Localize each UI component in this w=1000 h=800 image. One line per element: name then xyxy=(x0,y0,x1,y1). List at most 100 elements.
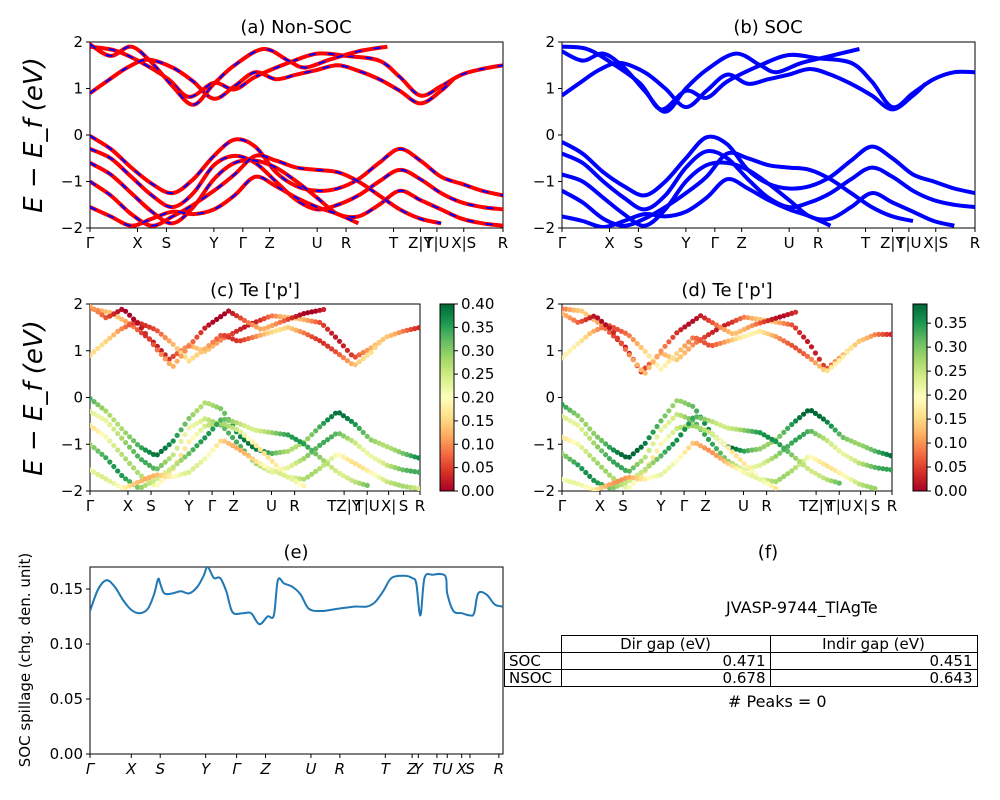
y-tick-label: 1 xyxy=(545,80,555,98)
projection-point xyxy=(198,459,204,465)
projection-point xyxy=(111,332,117,338)
projection-point xyxy=(166,442,172,448)
projection-point xyxy=(852,458,858,464)
projection-point xyxy=(146,480,152,486)
projection-point xyxy=(599,318,605,324)
x-tick-label: Y xyxy=(414,760,425,778)
projection-point xyxy=(737,427,743,433)
projection-point xyxy=(131,438,137,444)
projection-point xyxy=(368,349,374,355)
projection-point xyxy=(321,420,327,426)
projection-point xyxy=(765,434,771,440)
projection-point xyxy=(226,423,232,429)
x-tick-label: Γ xyxy=(86,497,95,515)
projection-point xyxy=(682,350,688,356)
projection-point xyxy=(416,485,420,491)
projection-point xyxy=(793,455,799,461)
projection-point xyxy=(364,347,370,353)
y-tick-label: 0.00 xyxy=(50,745,83,763)
projection-point xyxy=(595,434,601,440)
projection-point xyxy=(134,469,141,475)
projection-point xyxy=(142,482,148,488)
projection-point xyxy=(789,421,795,428)
projection-point xyxy=(626,468,632,474)
projection-point xyxy=(265,429,271,435)
projection-point xyxy=(202,435,208,441)
projection-point xyxy=(709,320,716,326)
projection-point xyxy=(626,454,632,460)
projection-point xyxy=(186,358,192,364)
projection-point xyxy=(686,339,692,345)
projection-point xyxy=(702,427,708,433)
band-line xyxy=(562,150,914,228)
projection-point xyxy=(610,329,617,336)
projection-point xyxy=(690,415,696,421)
x-tick-label: T xyxy=(860,234,871,252)
projection-point xyxy=(812,360,819,366)
projection-point xyxy=(293,313,299,320)
projection-point xyxy=(273,469,279,475)
peaks-count: # Peaks = 0 xyxy=(728,692,827,711)
projection-point xyxy=(654,434,660,440)
x-tick-label: S xyxy=(162,234,172,252)
projection-point xyxy=(230,418,236,425)
projection-point xyxy=(678,424,684,430)
projection-point xyxy=(138,457,145,463)
projection-point xyxy=(336,352,343,358)
projection-point xyxy=(575,481,581,487)
projection-point xyxy=(158,478,164,484)
projection-point xyxy=(90,395,93,401)
projection-point xyxy=(741,326,747,332)
projection-point xyxy=(713,327,720,333)
projection-point xyxy=(174,445,180,451)
projection-point xyxy=(154,466,160,472)
projection-point xyxy=(698,425,704,431)
projection-point xyxy=(313,468,319,474)
projection-point xyxy=(257,317,263,323)
projection-point xyxy=(245,424,251,430)
projection-point xyxy=(198,427,204,433)
projection-point xyxy=(158,331,164,337)
projection-point xyxy=(305,332,311,338)
projection-point xyxy=(297,458,303,464)
projection-point xyxy=(336,470,343,476)
projection-point xyxy=(226,417,232,423)
band-line-soc-overlay xyxy=(90,175,359,227)
projection-point xyxy=(646,435,652,441)
projection-point xyxy=(380,336,386,343)
projection-point xyxy=(182,432,188,438)
plot-frame-e xyxy=(89,566,504,755)
projection-point xyxy=(836,358,842,364)
projection-point xyxy=(142,476,148,482)
x-tick-label: X|S xyxy=(451,234,476,252)
projection-point xyxy=(820,416,827,422)
projection-point xyxy=(166,356,172,362)
projection-point xyxy=(321,462,327,468)
projection-point xyxy=(277,431,283,437)
y-tick-label: 2 xyxy=(73,33,83,51)
projection-point xyxy=(789,310,795,316)
projection-point xyxy=(642,440,648,446)
projection-point xyxy=(305,436,311,442)
projection-point xyxy=(733,336,739,342)
projection-point xyxy=(186,415,192,422)
projection-point xyxy=(265,465,271,471)
projection-point xyxy=(253,319,259,325)
projection-point xyxy=(769,316,775,322)
projection-point xyxy=(198,418,204,424)
projection-point xyxy=(824,438,830,444)
projection-point xyxy=(210,402,216,408)
projection-point xyxy=(626,484,632,490)
projection-point xyxy=(595,460,601,466)
y-tick-label: −2 xyxy=(533,482,555,500)
projection-point xyxy=(237,315,244,321)
x-tick-label: Γ xyxy=(232,760,242,778)
projection-point xyxy=(872,332,878,338)
projection-point xyxy=(662,423,668,429)
projection-point xyxy=(376,474,382,480)
projection-point xyxy=(868,484,874,490)
projection-point xyxy=(178,471,184,478)
x-tick-label: X xyxy=(132,234,142,252)
row-label: NSOC xyxy=(504,669,562,687)
projection-point xyxy=(682,400,688,406)
